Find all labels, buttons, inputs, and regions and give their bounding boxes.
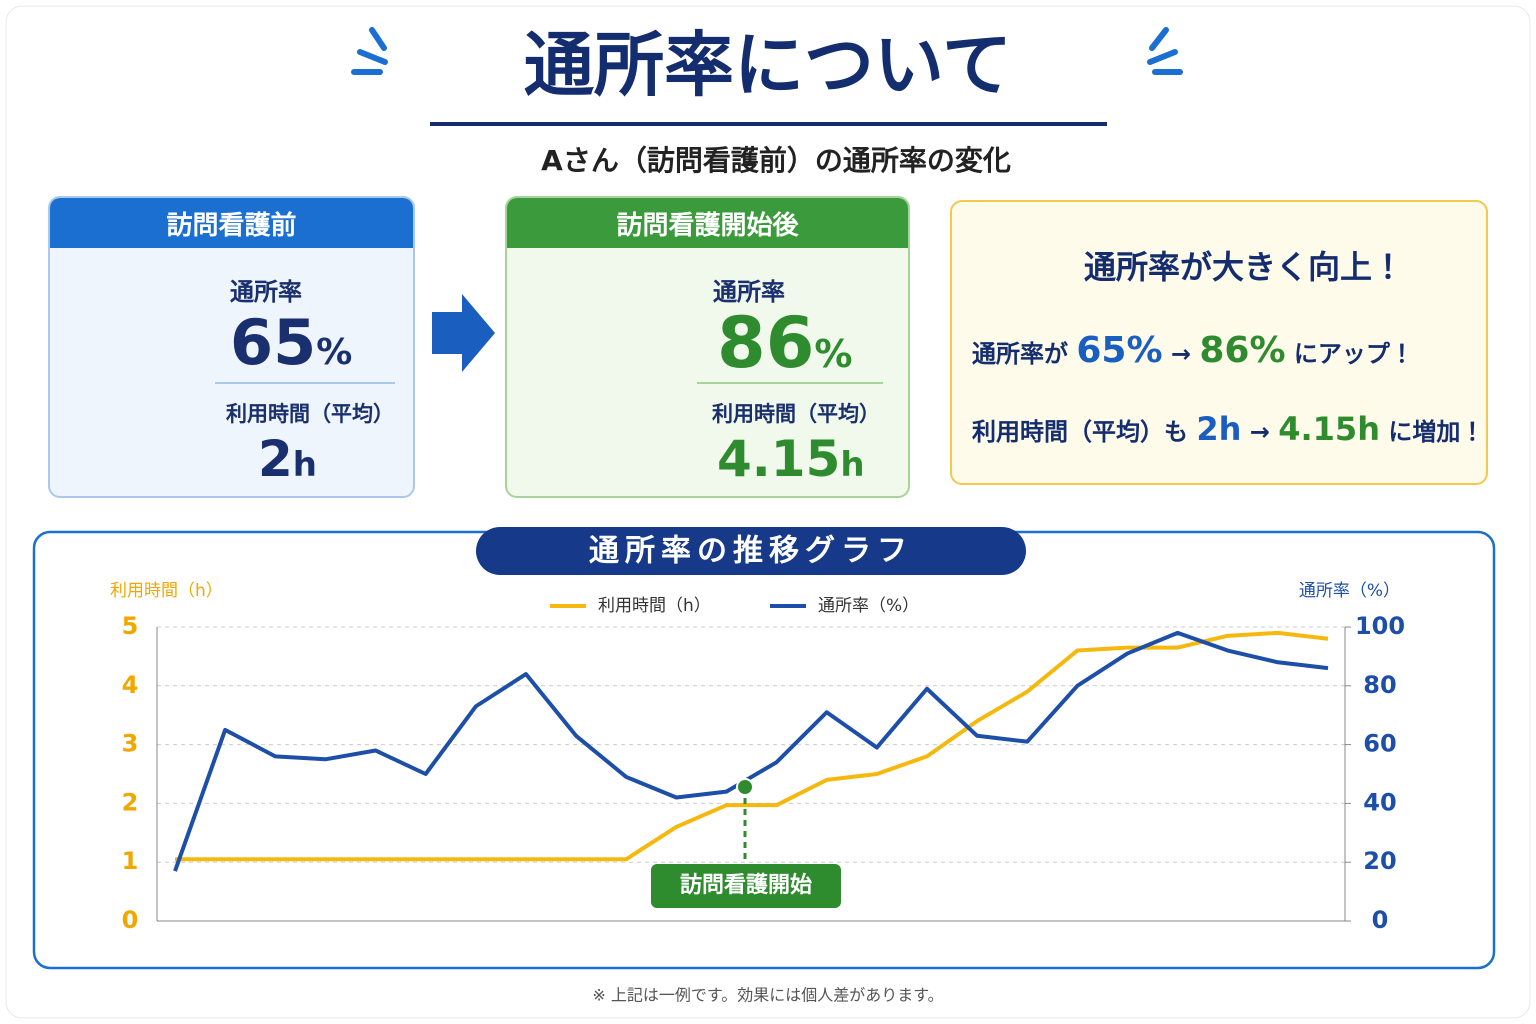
value: 2h (1196, 410, 1242, 448)
unit: % (316, 332, 353, 373)
value: 86% (1199, 330, 1286, 371)
unit: h (292, 445, 318, 485)
before-card: 訪問看護前 通所率 65% 利用時間（平均） 2h (48, 196, 415, 498)
card-header: 訪問看護前 (50, 198, 413, 248)
text: 利用時間（平均）も (972, 418, 1188, 446)
rate-label: 通所率 (713, 278, 785, 306)
y2-tick-label: 20 (1363, 847, 1396, 875)
annotation-dot (736, 778, 754, 796)
rate-label: 通所率 (230, 278, 302, 306)
plot: 0 1 2 3 4 5 0 20 40 60 80 100 利用時間（h） 通所率（%） 訪問看護開始 (122, 596, 1405, 934)
arrow: → (1170, 340, 1191, 368)
legend-label: 利用時間（h） (598, 596, 711, 616)
y2-tick-label: 0 (1372, 906, 1389, 934)
rate-value: 86% (717, 302, 853, 384)
y-tick-label: 2 (122, 788, 139, 816)
value: 65% (1076, 330, 1163, 371)
arrow (432, 294, 495, 372)
time-label: 利用時間（平均） (712, 402, 880, 426)
number: 86 (717, 302, 815, 384)
y-tick-label: 4 (122, 671, 139, 699)
chart-title-pill (476, 527, 1026, 575)
y-tick-label: 5 (122, 612, 139, 640)
unit: h (840, 445, 865, 485)
y-tick-label: 0 (122, 906, 139, 934)
value: 4.15h (1278, 410, 1380, 448)
highlight-title: 通所率が大きく向上！ (1084, 248, 1405, 286)
number: 2 (258, 430, 293, 488)
y-tick-label: 1 (122, 847, 139, 875)
after-card: 訪問看護開始後 通所率 86% 利用時間（平均） 4.15h (505, 196, 910, 498)
highlight-card: 通所率が大きく向上！ 通所率が 65% → 86% にアップ！ 利用時間（平均）… (950, 200, 1488, 485)
annotation-label: 訪問看護開始 (680, 872, 812, 898)
y2-tick-label: 80 (1363, 671, 1396, 699)
highlight-line: 通所率が 65% → 86% にアップ！ (972, 330, 1414, 371)
annotation-box (651, 864, 841, 908)
y-tick-label: 3 (122, 730, 139, 758)
footnote: ※ 上記は一例です。効果には個人差があります。 (592, 986, 943, 1005)
series-line (175, 630, 1329, 862)
number: 65 (230, 306, 317, 379)
rate-value: 65% (230, 306, 352, 379)
divider (215, 382, 395, 384)
unit: % (814, 332, 853, 376)
accent (351, 27, 1183, 75)
y2-axis-label: 通所率（%） (1299, 581, 1400, 601)
text: に増加！ (1388, 418, 1485, 446)
time-value: 4.15h (717, 430, 865, 488)
time-label: 利用時間（平均） (226, 402, 394, 426)
text: 通所率が (972, 340, 1068, 368)
time-value: 2h (258, 430, 317, 488)
text: にアップ！ (1293, 340, 1414, 368)
card-header: 訪問看護開始後 (507, 198, 908, 248)
arrow: → (1249, 418, 1270, 446)
chart-title: 通所率の推移グラフ (589, 534, 913, 569)
divider (697, 382, 883, 384)
highlight-line: 利用時間（平均）も 2h → 4.15h に増加！ (972, 410, 1484, 448)
subtitle: Aさん（訪問看護前）の通所率の変化 (541, 144, 1011, 177)
number: 4.15 (717, 430, 841, 488)
y2-tick-label: 100 (1355, 612, 1405, 640)
legend-label: 通所率（%） (818, 596, 919, 616)
y2-tick-label: 40 (1363, 788, 1396, 816)
y2-tick-label: 60 (1363, 730, 1396, 758)
title: 通所率について (524, 24, 1012, 106)
y-axis-label: 利用時間（h） (110, 581, 223, 601)
series-line (173, 630, 1329, 872)
